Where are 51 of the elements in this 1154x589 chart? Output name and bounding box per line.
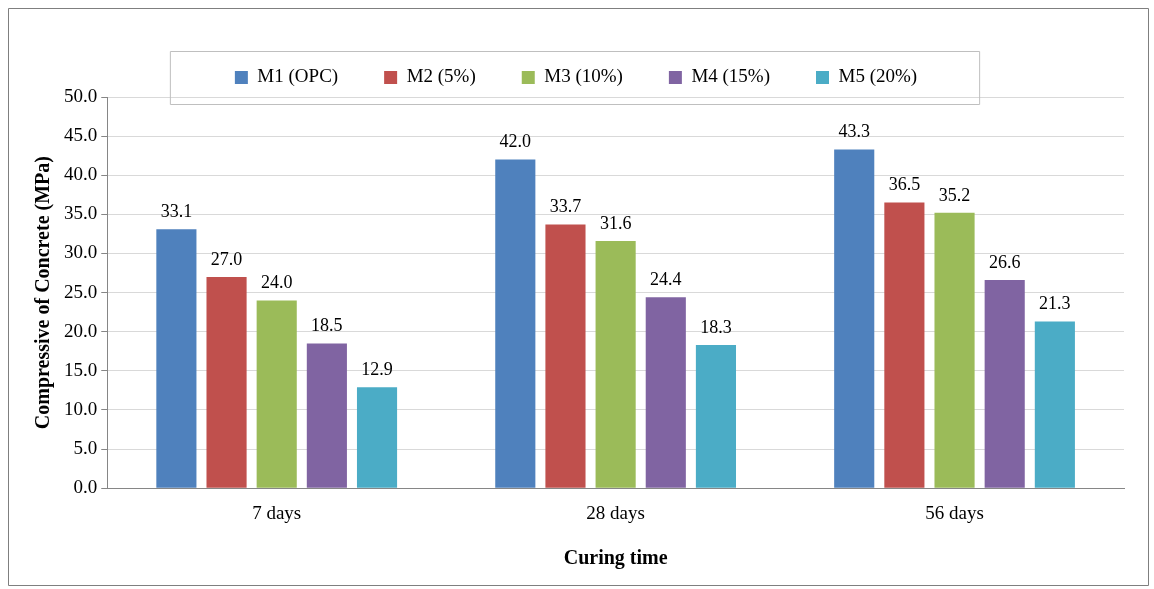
bar (645, 297, 686, 488)
x-tick-label: 28 days (586, 501, 645, 523)
bar (206, 276, 247, 488)
data-label: 18.3 (700, 316, 732, 337)
data-label: 42.0 (499, 131, 532, 152)
bar (1034, 321, 1075, 488)
data-label: 18.5 (311, 315, 343, 336)
bar (834, 149, 875, 488)
legend-label: M4 (15%) (691, 65, 771, 88)
y-tick-label: 30.0 (64, 241, 98, 263)
bar (695, 345, 737, 488)
data-label: 33.7 (549, 196, 582, 217)
bar (595, 240, 636, 488)
data-label: 24.4 (650, 269, 682, 290)
legend-label: M1 (OPC) (257, 65, 339, 88)
legend-label: M3 (10%) (544, 65, 623, 88)
legend-label: M2 (5%) (406, 65, 476, 88)
y-tick-label: 15.0 (64, 358, 98, 380)
data-label: 33.1 (160, 200, 193, 221)
bar (356, 387, 398, 488)
y-tick-label: 5.0 (73, 437, 98, 459)
data-label: 26.6 (988, 251, 1021, 272)
y-tick-label: 35.0 (64, 202, 98, 224)
y-tick-label: 20.0 (64, 319, 98, 341)
data-label: 21.3 (1039, 293, 1071, 314)
data-label: 27.0 (210, 248, 243, 269)
data-label: 35.2 (938, 184, 971, 205)
legend-label: M5 (20%) (838, 65, 918, 88)
bar (884, 202, 925, 488)
x-tick-label: 56 days (925, 501, 984, 523)
x-tick-label: 7 days (252, 501, 302, 523)
y-tick-label: 10.0 (64, 397, 98, 419)
bar (306, 343, 347, 488)
data-label: 43.3 (838, 121, 870, 142)
bar (256, 300, 297, 488)
y-tick-label: 0.0 (73, 476, 98, 498)
bar (545, 224, 586, 488)
y-tick-label: 50.0 (64, 84, 98, 106)
y-tick-label: 25.0 (64, 280, 98, 302)
bar (984, 280, 1025, 488)
bar (156, 229, 197, 488)
data-label: 24.0 (260, 272, 293, 293)
y-tick-label: 40.0 (64, 163, 98, 185)
data-label: 31.6 (599, 212, 632, 233)
data-label: 36.5 (888, 174, 921, 195)
y-tick-label: 45.0 (64, 124, 98, 146)
data-label: 12.9 (361, 359, 393, 379)
bar (495, 159, 536, 488)
x-axis-title: Curing time (563, 546, 668, 570)
bar (934, 212, 975, 488)
y-axis-title: Compressive of Concrete (MPa) (31, 156, 55, 430)
